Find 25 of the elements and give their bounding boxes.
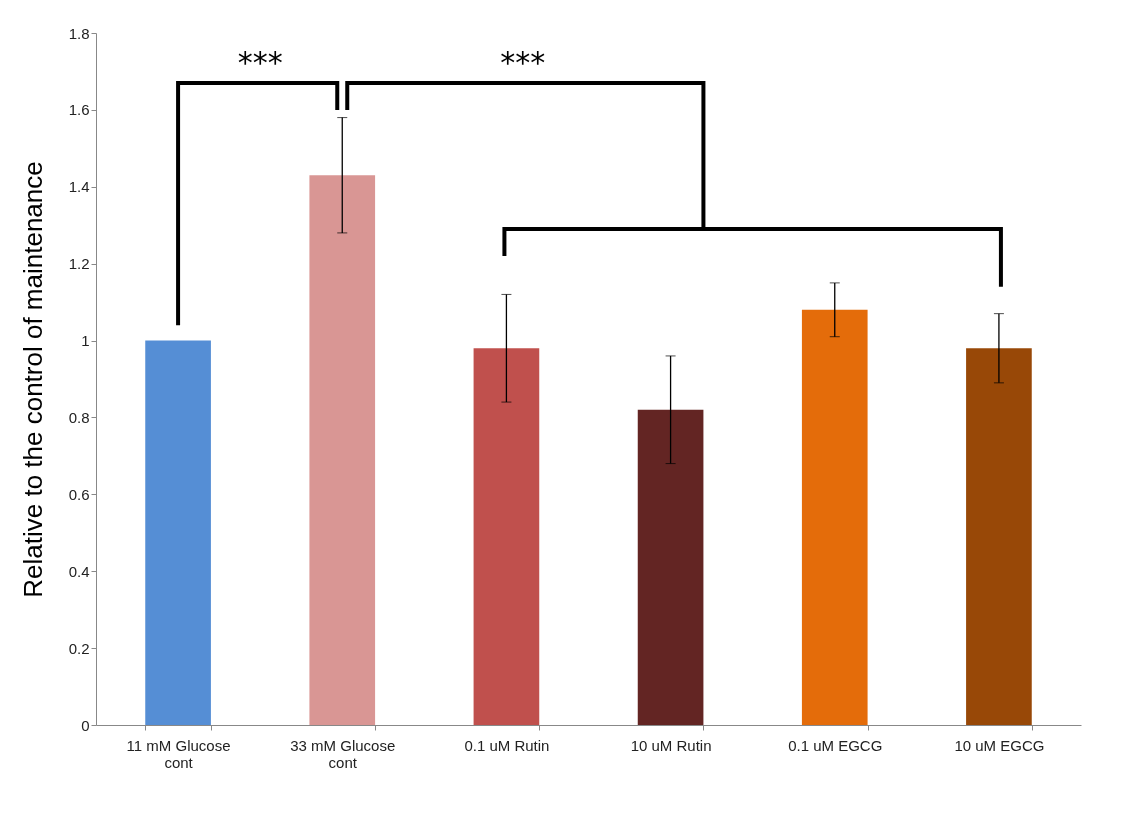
annotation: ***: [500, 44, 546, 80]
y-tick-label: 0.6: [68, 485, 90, 503]
x-tick-label: 33 mM Glucose cont: [290, 736, 396, 771]
y-tick-label: 1.2: [68, 255, 90, 273]
y-tick-label: 0.4: [68, 562, 90, 580]
x-tick-label: 0.1 uM Rutin: [464, 736, 550, 754]
bar: [801, 309, 868, 725]
bar: [309, 175, 376, 725]
bar: [966, 348, 1032, 725]
y-tick-label: 1.6: [68, 101, 90, 119]
y-tick-label: 0: [81, 716, 90, 734]
y-axis-title: Relative to the control of maintenance: [17, 161, 48, 598]
y-tick-label: 1: [81, 332, 90, 350]
bar: [473, 348, 540, 725]
y-tick-label: 0.8: [68, 408, 90, 426]
y-tick-label: 0.2: [68, 639, 90, 657]
annotation: ***: [237, 44, 283, 80]
y-tick-label: 1.8: [68, 24, 90, 42]
x-tick-label: 11 mM Glucose cont: [126, 736, 231, 771]
bar: [637, 409, 704, 725]
x-tick-label: 10 uM Rutin: [630, 736, 712, 754]
x-tick-label: 0.1 uM EGCG: [788, 736, 883, 754]
bar: [145, 340, 211, 725]
y-tick-label: 1.4: [68, 178, 90, 196]
x-tick-label: 10 uM EGCG: [954, 736, 1045, 754]
